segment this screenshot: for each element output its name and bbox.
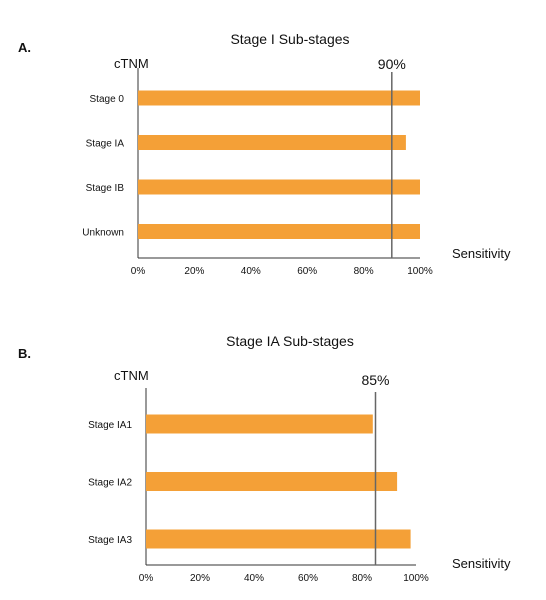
x-tick-label: 80% bbox=[354, 266, 374, 277]
y-axis-label: cTNM bbox=[114, 56, 149, 71]
chart-panel-a: A. Stage I Sub-stages cTNM Sensitivity 9… bbox=[18, 31, 511, 277]
x-tick-label: 20% bbox=[190, 573, 210, 584]
x-tick-label: 0% bbox=[139, 573, 154, 584]
x-tick-label: 40% bbox=[241, 266, 261, 277]
x-tick-label: 100% bbox=[407, 266, 433, 277]
bar bbox=[146, 529, 411, 549]
x-tick-label: 60% bbox=[297, 266, 317, 277]
category-label: Stage IA1 bbox=[88, 420, 132, 431]
x-tick-label: 80% bbox=[352, 573, 372, 584]
category-label: Stage IB bbox=[86, 183, 125, 194]
reference-line-label: 85% bbox=[361, 372, 390, 388]
bar bbox=[146, 414, 373, 434]
bar bbox=[138, 90, 420, 106]
x-tick-label: 40% bbox=[244, 573, 264, 584]
bar bbox=[138, 135, 406, 150]
panel-label: A. bbox=[18, 40, 31, 55]
y-axis-label: cTNM bbox=[114, 368, 149, 383]
chart-title: Stage I Sub-stages bbox=[230, 31, 350, 47]
chart-panel-b: B. Stage IA Sub-stages cTNM Sensitivity … bbox=[0, 320, 546, 600]
panel-label: B. bbox=[18, 346, 31, 361]
x-axis-label: Sensitivity bbox=[452, 246, 511, 261]
x-tick-label: 0% bbox=[131, 266, 146, 277]
bar bbox=[138, 179, 420, 195]
reference-line-label: 90% bbox=[377, 56, 406, 72]
category-label: Stage IA2 bbox=[88, 478, 132, 489]
x-tick-label: 60% bbox=[298, 573, 318, 584]
chart-title: Stage IA Sub-stages bbox=[226, 333, 354, 349]
bar-chart-b: Stage IA1 Stage IA2 Stage IA3 0% 20% 40% 60% 80… bbox=[88, 388, 429, 584]
bar bbox=[138, 224, 420, 239]
x-tick-label: 100% bbox=[403, 573, 429, 584]
x-axis-label: Sensitivity bbox=[452, 556, 511, 571]
bar bbox=[146, 472, 398, 491]
category-label: Stage 0 bbox=[90, 94, 125, 105]
bar-chart-a: Stage 0 Stage IA Stage IB Unknown 0% 20% 40% 60… bbox=[82, 68, 433, 277]
category-label: Stage IA bbox=[86, 139, 125, 150]
category-label: Unknown bbox=[82, 228, 124, 239]
x-tick-label: 20% bbox=[184, 266, 204, 277]
category-label: Stage IA3 bbox=[88, 535, 132, 546]
